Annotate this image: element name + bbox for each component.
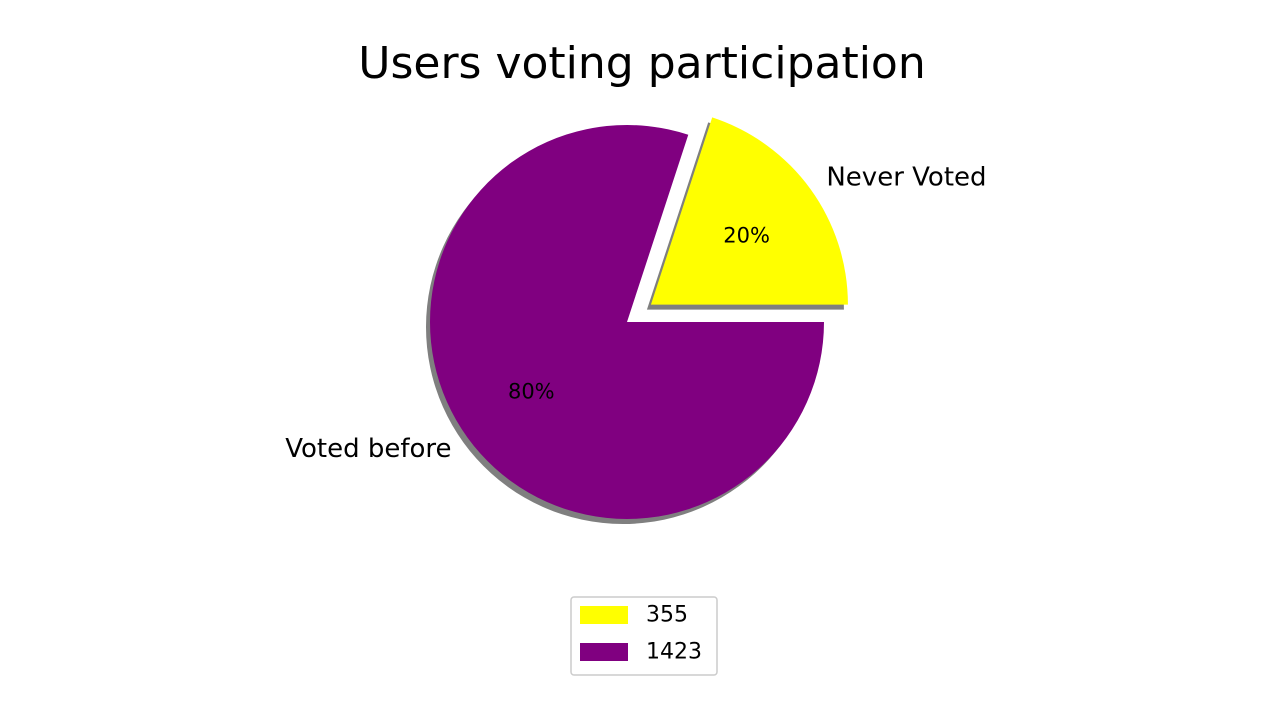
legend-items: 355 1423 bbox=[580, 603, 702, 665]
percent-label-never-voted: 20% bbox=[723, 223, 770, 247]
legend: 355 1423 bbox=[570, 596, 718, 676]
pie-slice-never-voted bbox=[650, 117, 848, 305]
percent-label-voted-before: 80% bbox=[508, 379, 555, 403]
chart-title: Users voting participation bbox=[358, 38, 926, 89]
pie-slice-voted-before bbox=[429, 125, 824, 520]
legend-swatch-never-voted bbox=[580, 606, 628, 624]
legend-label-never-voted: 355 bbox=[646, 603, 688, 628]
slice-label-voted-before: Voted before bbox=[285, 434, 451, 464]
pie-slice-layer bbox=[429, 117, 848, 520]
pie-label-layer: 20% Never Voted 80% Voted before bbox=[285, 162, 986, 464]
slice-label-never-voted: Never Voted bbox=[826, 162, 986, 192]
legend-label-voted-before: 1423 bbox=[646, 640, 702, 665]
legend-swatch-voted-before bbox=[580, 643, 628, 661]
